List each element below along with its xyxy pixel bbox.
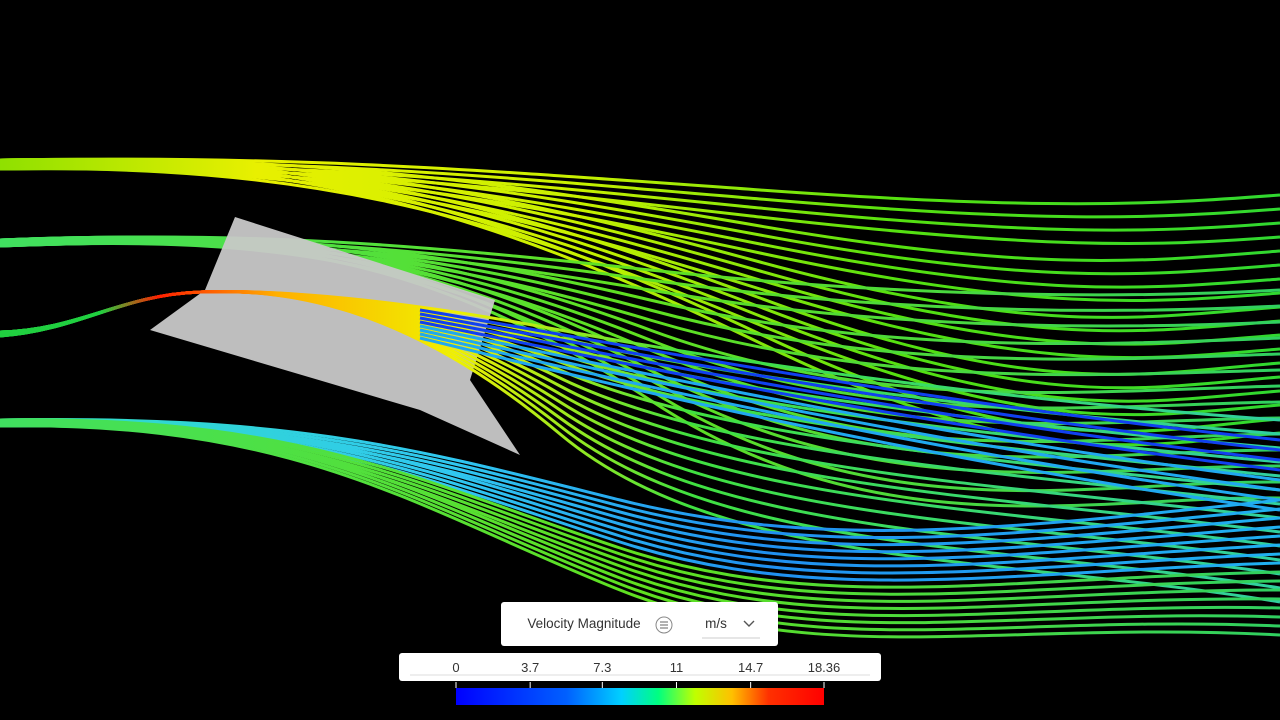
streamline	[419, 324, 1280, 482]
colorbar	[456, 688, 824, 705]
streamline	[419, 332, 1280, 502]
streamline	[0, 157, 1280, 206]
streamline	[0, 418, 1280, 589]
streamlines-front	[0, 290, 1280, 639]
streamline	[0, 157, 1280, 319]
tick-label: 7.3	[593, 660, 611, 675]
tick-label: 11	[670, 660, 684, 675]
streamline	[0, 418, 1280, 532]
streamline	[419, 308, 1280, 442]
streamline	[0, 424, 1280, 639]
tick-label: 18.36	[808, 660, 841, 675]
streamline	[0, 418, 1280, 618]
streamline	[0, 157, 1280, 262]
tick-label: 14.7	[738, 660, 763, 675]
streamline	[0, 418, 1280, 561]
streamline	[0, 167, 1280, 417]
streamline	[0, 161, 1280, 447]
legend-title: Velocity Magnitude	[527, 616, 640, 631]
tick-label: 3.7	[521, 660, 539, 675]
streamline	[419, 336, 1280, 512]
streamline	[0, 422, 1280, 603]
streamline	[0, 420, 1280, 539]
menu-lines	[660, 621, 668, 629]
streamline	[0, 420, 1280, 625]
dropdown-chevron[interactable]	[743, 620, 755, 627]
streamline	[419, 316, 1280, 462]
legend-menu-icon[interactable]	[655, 616, 673, 634]
streamline	[0, 420, 1280, 568]
streamline	[419, 328, 1280, 492]
airfoil	[150, 217, 520, 455]
streamline	[0, 420, 1280, 596]
legend-header	[501, 602, 778, 646]
streamline	[419, 320, 1280, 472]
tick-label: 0	[452, 660, 459, 675]
streamline	[419, 312, 1280, 452]
unit-select[interactable]: m/s	[705, 616, 727, 631]
legend-scale-box	[399, 653, 881, 681]
streamline	[0, 422, 1280, 632]
